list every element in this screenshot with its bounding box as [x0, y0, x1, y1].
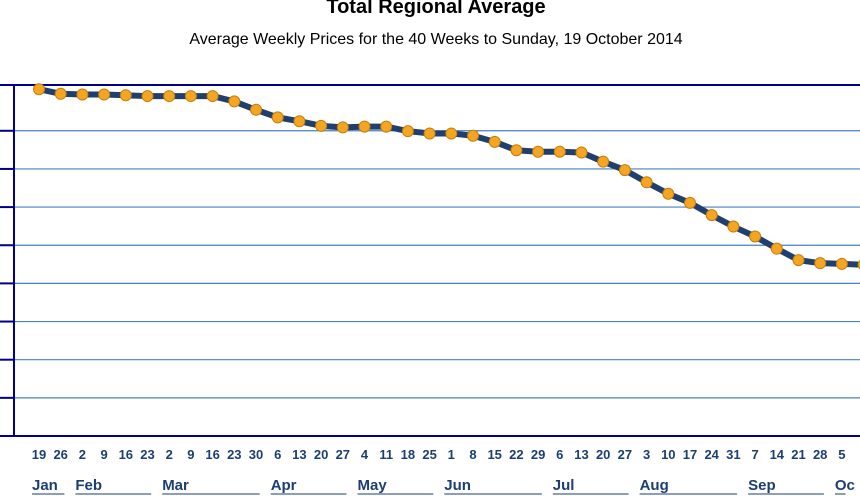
data-point — [141, 90, 154, 103]
x-tick-label: 11 — [379, 447, 393, 462]
data-point — [163, 90, 176, 103]
month-label: Feb — [75, 477, 102, 494]
data-point — [33, 83, 45, 96]
x-tick-label: 5 — [838, 447, 845, 462]
x-tick-label: 23 — [140, 447, 154, 462]
x-tick-label: 27 — [336, 447, 350, 462]
chart-subtitle: Average Weekly Prices for the 40 Weeks t… — [189, 31, 683, 48]
data-point — [271, 111, 284, 124]
data-point — [293, 115, 306, 128]
data-point — [380, 120, 393, 133]
x-tick-label: 15 — [487, 447, 501, 462]
data-point — [445, 127, 458, 140]
data-point — [705, 209, 718, 222]
data-point — [423, 127, 436, 140]
x-tick-label: 31 — [726, 447, 740, 462]
x-tick-label: 13 — [292, 447, 306, 462]
x-tick-label: 22 — [509, 447, 523, 462]
x-tick-label: 25 — [422, 447, 436, 462]
x-tick-label: 2 — [79, 447, 86, 462]
x-tick-label: 2 — [166, 447, 173, 462]
x-tick-label: 16 — [119, 447, 133, 462]
x-tick-label: 20 — [314, 447, 328, 462]
data-point — [597, 155, 610, 168]
data-point — [749, 230, 762, 243]
series-line-group — [36, 86, 860, 268]
series-line — [36, 86, 860, 268]
data-point — [98, 88, 111, 101]
data-point — [770, 242, 783, 255]
x-tick-label: 7 — [751, 447, 758, 462]
x-tick-label: 28 — [813, 447, 827, 462]
axes — [0, 84, 860, 437]
data-point — [835, 257, 848, 270]
data-point — [315, 119, 328, 132]
data-point — [792, 254, 805, 267]
chart-title: Total Regional Average — [326, 0, 546, 18]
x-tick-label: 24 — [704, 447, 719, 462]
data-point — [401, 125, 414, 138]
month-label: May — [358, 477, 388, 494]
gridlines — [14, 130, 860, 399]
data-point — [250, 103, 262, 116]
x-tick-label: 6 — [274, 447, 281, 462]
data-point — [640, 176, 653, 189]
x-tick-label: 27 — [618, 447, 632, 462]
data-point — [76, 88, 89, 101]
data-point — [206, 90, 219, 103]
x-tick-label: 16 — [205, 447, 219, 462]
data-point — [662, 187, 675, 200]
data-point — [814, 257, 827, 270]
data-point — [727, 220, 740, 233]
x-tick-label: 19 — [32, 447, 46, 462]
x-tick-label: 26 — [53, 447, 67, 462]
data-points — [33, 83, 860, 270]
data-point — [467, 129, 479, 142]
x-tick-label: 4 — [361, 447, 369, 462]
month-label: Jan — [32, 477, 58, 494]
month-label: Jun — [444, 477, 471, 494]
x-tick-label: 30 — [249, 447, 263, 462]
x-tick-label: 29 — [531, 447, 545, 462]
x-tick-label: 23 — [227, 447, 241, 462]
x-axis-labels: 19 26 2 9 16 23 2 9 16 23 30 6 13 20 27 4 11 18 25 1 8 15 22 29… — [32, 447, 855, 495]
data-point — [510, 144, 523, 157]
data-point — [336, 121, 349, 134]
data-point — [358, 120, 371, 133]
data-point — [119, 89, 132, 102]
x-tick-label: 10 — [661, 447, 675, 462]
x-tick-label: 8 — [469, 447, 476, 462]
x-tick-label: 14 — [770, 447, 785, 462]
month-label: Apr — [271, 477, 297, 494]
x-tick-label: 13 — [574, 447, 588, 462]
month-label: Jul — [553, 477, 575, 494]
x-tick-label: 3 — [643, 447, 650, 462]
data-point — [532, 145, 545, 158]
data-point — [488, 135, 501, 148]
data-point — [54, 87, 67, 100]
x-tick-label: 6 — [556, 447, 563, 462]
month-label: Aug — [640, 477, 669, 494]
month-label: Mar — [162, 477, 189, 494]
data-point — [553, 145, 566, 158]
month-label: Sep — [748, 477, 776, 494]
data-point — [618, 164, 631, 177]
x-tick-label: 20 — [596, 447, 610, 462]
month-label: Oc — [835, 477, 855, 494]
x-tick-label: 1 — [448, 447, 455, 462]
x-tick-label: 9 — [100, 447, 107, 462]
data-point — [184, 90, 197, 103]
data-point — [228, 95, 241, 108]
data-point — [575, 146, 588, 159]
x-tick-label: 17 — [683, 447, 697, 462]
x-tick-label: 18 — [401, 447, 415, 462]
x-tick-label: 9 — [187, 447, 194, 462]
x-tick-label: 21 — [791, 447, 805, 462]
data-point — [684, 196, 696, 209]
